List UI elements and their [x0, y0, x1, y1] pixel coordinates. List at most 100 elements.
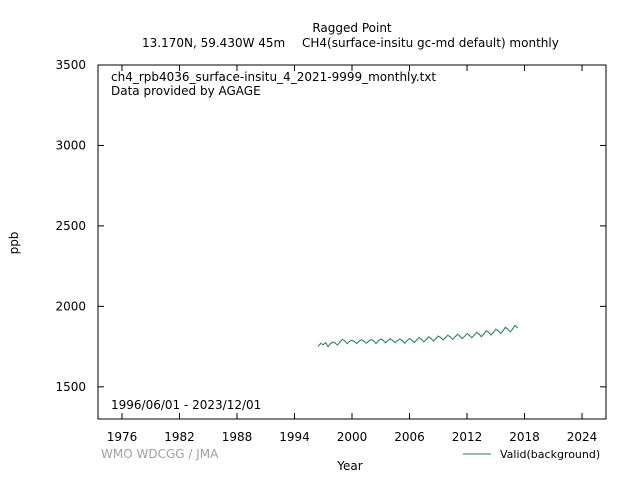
data-point — [432, 340, 435, 342]
x-tick-label: 1982 — [164, 430, 195, 444]
x-tick-label: 1988 — [222, 430, 253, 444]
x-tick-label: 1976 — [107, 430, 138, 444]
data-point — [437, 335, 439, 337]
data-point — [471, 337, 473, 339]
data-point — [337, 344, 339, 346]
data-point — [423, 341, 425, 343]
data-point — [399, 338, 401, 340]
data-point — [459, 335, 461, 337]
data-point — [476, 331, 478, 333]
data-point — [332, 341, 334, 343]
data-point — [461, 337, 463, 340]
chart-title-location: 13.170N, 59.430W 45m — [142, 36, 285, 50]
data-point — [356, 342, 358, 344]
data-point — [435, 337, 437, 340]
chart-title-parameter: CH4(surface-insitu gc-md default) monthl… — [302, 36, 559, 50]
data-point — [411, 339, 413, 341]
data-point — [387, 339, 389, 342]
data-point — [349, 340, 351, 342]
y-tick-label: 2500 — [55, 219, 86, 233]
data-point — [452, 338, 454, 340]
data-point — [380, 338, 382, 340]
data-point — [449, 336, 451, 338]
data-point — [358, 340, 360, 342]
data-point — [507, 328, 509, 330]
data-point — [447, 334, 449, 336]
data-point — [485, 330, 487, 332]
data-point — [454, 336, 456, 338]
chart-title-station: Ragged Point — [312, 21, 392, 35]
data-point — [492, 331, 494, 333]
date-range-note: 1996/06/01 - 2023/12/01 — [111, 398, 261, 412]
data-point — [325, 342, 327, 344]
data-point — [418, 337, 420, 339]
x-tick-label: 2024 — [567, 430, 598, 444]
data-point — [341, 338, 343, 340]
x-axis: 1976 1982 1988 1994 2000 2006 2012 2018 2024 — [107, 65, 598, 444]
y-tick-label: 3500 — [55, 58, 86, 72]
data-point — [495, 328, 497, 330]
data-point — [317, 345, 320, 347]
data-point — [425, 338, 427, 340]
data-provider-note: Data provided by AGAGE — [111, 84, 261, 98]
data-point — [466, 333, 468, 335]
data-point — [504, 326, 506, 328]
data-point — [516, 327, 518, 329]
y-axis: 1500 2000 2500 3000 3500 — [55, 58, 606, 394]
x-axis-label: Year — [336, 459, 362, 473]
data-point — [444, 337, 447, 339]
data-point — [322, 344, 324, 346]
data-point — [480, 336, 482, 338]
data-point — [497, 330, 499, 332]
data-point — [375, 342, 377, 344]
x-tick-label: 2006 — [394, 430, 425, 444]
data-point — [473, 334, 475, 336]
data-point — [373, 340, 375, 342]
data-point — [488, 331, 490, 333]
legend: Valid(background) — [463, 448, 600, 461]
data-point — [478, 333, 480, 335]
series-line — [318, 324, 518, 348]
data-point — [394, 342, 396, 344]
data-point — [382, 339, 384, 341]
data-point — [509, 331, 511, 333]
data-point — [483, 333, 485, 335]
plot-area — [97, 64, 607, 420]
series-layer — [317, 324, 518, 348]
data-point — [346, 343, 348, 345]
data-point — [430, 337, 432, 340]
data-point — [363, 340, 365, 342]
data-point — [440, 337, 442, 339]
data-point — [392, 339, 394, 342]
watermark-text: WMO WDCGG / JMA — [101, 447, 219, 461]
legend-label: Valid(background) — [500, 448, 600, 461]
data-point — [334, 342, 336, 344]
data-point — [420, 338, 423, 340]
data-point — [327, 346, 329, 348]
data-point — [370, 338, 372, 341]
data-point — [404, 342, 406, 344]
file-name-note: ch4_rpb4036_surface-insitu_4_2021-9999_m… — [111, 70, 436, 84]
data-point — [368, 340, 370, 342]
data-point — [490, 334, 492, 336]
x-tick-label: 1994 — [279, 430, 310, 444]
data-point — [413, 341, 415, 343]
data-point — [511, 328, 514, 330]
data-point — [320, 342, 322, 344]
data-point — [353, 341, 355, 343]
data-point — [361, 339, 363, 341]
data-point — [428, 336, 430, 338]
data-point — [384, 342, 387, 344]
data-point — [396, 339, 399, 342]
y-axis-label: ppb — [7, 232, 21, 255]
y-tick-label: 3000 — [55, 138, 86, 152]
data-point — [502, 330, 504, 332]
data-point — [468, 334, 470, 336]
data-point — [401, 340, 403, 342]
data-point — [406, 340, 408, 342]
data-point — [408, 337, 411, 340]
x-tick-label: 2012 — [452, 430, 483, 444]
data-point — [365, 342, 367, 344]
data-point — [416, 339, 418, 341]
